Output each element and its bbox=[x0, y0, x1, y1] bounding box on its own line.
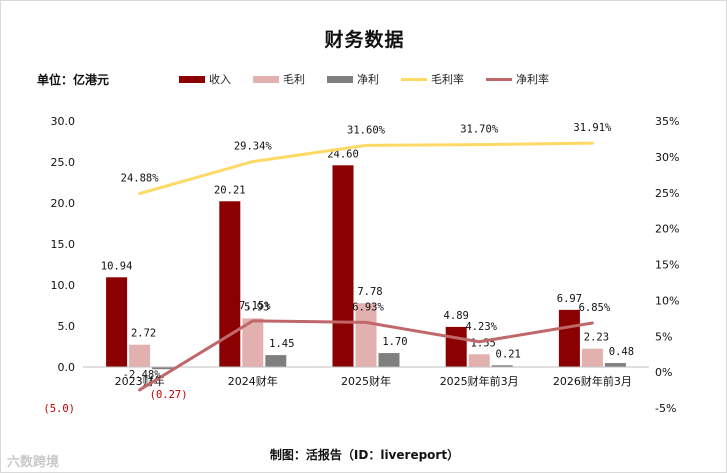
x-tick-label: 2025财年前3月 bbox=[440, 374, 519, 388]
y-right-tick-label: 15% bbox=[655, 259, 679, 272]
bar-revenue bbox=[219, 201, 241, 367]
legend-label-gross-profit: 毛利 bbox=[283, 73, 305, 86]
bar-net-profit bbox=[265, 355, 287, 367]
y-left-tick-label: 5.0 bbox=[58, 320, 76, 333]
bar-revenue bbox=[106, 277, 128, 367]
bar-revenue bbox=[332, 165, 354, 367]
bar-data-label-net-profit: 1.70 bbox=[382, 336, 407, 348]
legend-item-net-margin: 净利率 bbox=[486, 71, 549, 87]
line-gross-margin bbox=[138, 141, 594, 196]
bar-gross-profit bbox=[355, 303, 377, 367]
line-data-label-net-margin: 6.85% bbox=[579, 302, 611, 314]
line-data-label-gross-margin: 31.60% bbox=[347, 124, 386, 136]
unit-label: 单位：亿港元 bbox=[37, 73, 110, 87]
bar-revenue bbox=[558, 309, 580, 367]
bar-data-label-gross-profit: 5.93 bbox=[244, 301, 269, 313]
legend: 收入 毛利 净利 毛利率 净利率 bbox=[179, 71, 571, 87]
bar-data-label-revenue: 6.97 bbox=[557, 293, 582, 305]
line-data-label-gross-margin: 31.91% bbox=[573, 122, 612, 134]
y-right-tick-label: -5% bbox=[655, 402, 676, 415]
legend-label-gross-margin: 毛利率 bbox=[431, 73, 464, 86]
bar-data-label-revenue: 20.21 bbox=[214, 184, 246, 196]
legend-swatch-gross-profit bbox=[253, 75, 279, 83]
line-data-label-net-margin: 7.15% bbox=[239, 300, 271, 312]
watermark: 六数跨境 bbox=[7, 455, 60, 470]
line-data-label-net-margin: -2.48% bbox=[123, 369, 162, 381]
line-data-label-net-margin: 4.23% bbox=[465, 321, 497, 333]
bar-data-label-gross-profit: 2.23 bbox=[584, 332, 609, 344]
bar-gross-profit bbox=[581, 348, 603, 367]
bar-gross-profit bbox=[129, 344, 151, 367]
bar-gross-profit bbox=[242, 318, 264, 367]
line-data-label-net-margin: 6.93% bbox=[352, 301, 384, 313]
y-left-tick-label: 10.0 bbox=[51, 279, 76, 292]
y-right-tick-label: 0% bbox=[655, 366, 672, 379]
y-right-tick-label: 35% bbox=[655, 115, 679, 128]
line-data-label-gross-margin: 29.34% bbox=[234, 141, 273, 153]
bar-revenue bbox=[445, 326, 467, 367]
bar-data-label-revenue: 10.94 bbox=[101, 260, 133, 272]
bar-data-label-gross-profit: 7.78 bbox=[357, 286, 382, 298]
legend-label-net-profit: 净利 bbox=[357, 73, 379, 86]
y-right-tick-label: 30% bbox=[655, 151, 679, 164]
y-left-tick-label: 30.0 bbox=[51, 115, 76, 128]
page-title: 财务数据 bbox=[324, 29, 405, 51]
bar-data-label-net-profit: 0.21 bbox=[496, 348, 521, 360]
bar-data-label-gross-profit: 2.72 bbox=[131, 328, 156, 340]
legend-swatch-revenue bbox=[179, 75, 205, 83]
x-tick-label: 2024财年 bbox=[228, 374, 278, 388]
source-credit: 制图：活报告（ID：livereport） bbox=[269, 448, 460, 462]
y-right-tick-label: 25% bbox=[655, 187, 679, 200]
legend-item-gross-profit: 毛利 bbox=[253, 71, 305, 87]
bar-data-label-revenue: 4.89 bbox=[444, 310, 469, 322]
bar-net-profit bbox=[378, 353, 400, 367]
legend-line-net-margin bbox=[486, 77, 512, 81]
y-left-tick-label: 20.0 bbox=[51, 197, 76, 210]
y-right-tick-label: 5% bbox=[655, 330, 672, 343]
bar-net-profit bbox=[604, 363, 626, 367]
line-data-label-gross-margin: 24.88% bbox=[121, 173, 160, 185]
bar-net-profit bbox=[491, 365, 513, 367]
legend-line-gross-margin bbox=[401, 77, 427, 81]
y-left-tick-label: (5.0) bbox=[43, 403, 75, 415]
x-tick-label: 2026财年前3月 bbox=[553, 374, 632, 388]
legend-label-net-margin: 净利率 bbox=[516, 73, 549, 86]
x-tick-label: 2025财年 bbox=[341, 374, 391, 388]
legend-item-gross-margin: 毛利率 bbox=[401, 71, 464, 87]
bar-data-label-net-profit: 1.45 bbox=[269, 338, 294, 350]
x-tick-label: 2023财年 bbox=[115, 374, 165, 388]
y-left-tick-label: 15.0 bbox=[51, 238, 76, 251]
legend-swatch-net-profit bbox=[327, 75, 353, 83]
y-left-tick-label: 25.0 bbox=[51, 156, 76, 169]
y-left-tick-label: 0.0 bbox=[58, 361, 76, 374]
bar-data-label-net-profit: 0.48 bbox=[609, 346, 634, 358]
line-data-label-gross-margin: 31.70% bbox=[460, 124, 499, 136]
bar-net-profit bbox=[152, 367, 174, 370]
bar-gross-profit bbox=[468, 354, 490, 367]
line-net-margin bbox=[138, 319, 594, 392]
y-right-tick-label: 20% bbox=[655, 223, 679, 236]
bar-data-label-net-profit: (0.27) bbox=[150, 389, 188, 401]
legend-item-net-profit: 净利 bbox=[327, 71, 379, 87]
legend-item-revenue: 收入 bbox=[179, 71, 231, 87]
y-right-tick-label: 10% bbox=[655, 294, 679, 307]
legend-label-revenue: 收入 bbox=[209, 73, 231, 86]
